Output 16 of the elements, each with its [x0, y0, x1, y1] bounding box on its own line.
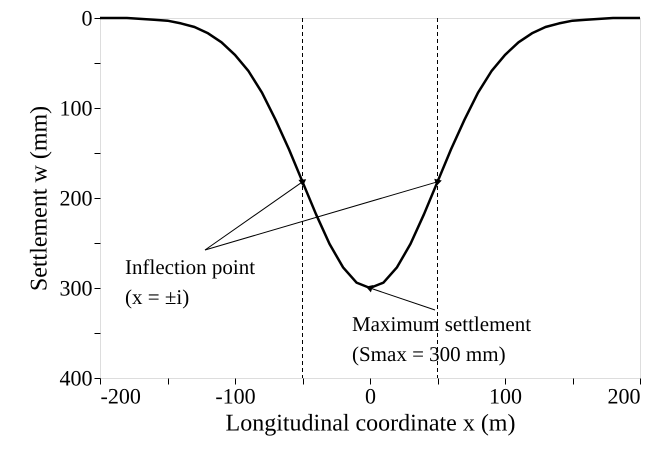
x-tick-label: 200 — [608, 384, 640, 408]
y-tick-label: 0 — [82, 6, 92, 30]
annotation: Maximum settlement — [352, 312, 532, 336]
x-axis-title: Longitudinal coordinate x (m) — [226, 410, 516, 436]
annotation: Inflection point — [125, 255, 256, 279]
y-tick-label: 400 — [60, 366, 92, 390]
annotation: (x = ±i) — [125, 285, 190, 309]
y-tick-label: 200 — [60, 186, 92, 210]
x-tick-label: -100 — [215, 384, 256, 408]
x-tick-label: -200 — [100, 384, 141, 408]
y-axis-title: Settlement w (mm) — [26, 106, 52, 292]
y-tick-label: 300 — [60, 276, 92, 300]
annotation: (Smax = 300 mm) — [352, 342, 506, 366]
x-tick-label: 100 — [489, 384, 522, 408]
x-tick-label: 0 — [365, 384, 376, 408]
y-tick-label: 100 — [60, 96, 92, 120]
